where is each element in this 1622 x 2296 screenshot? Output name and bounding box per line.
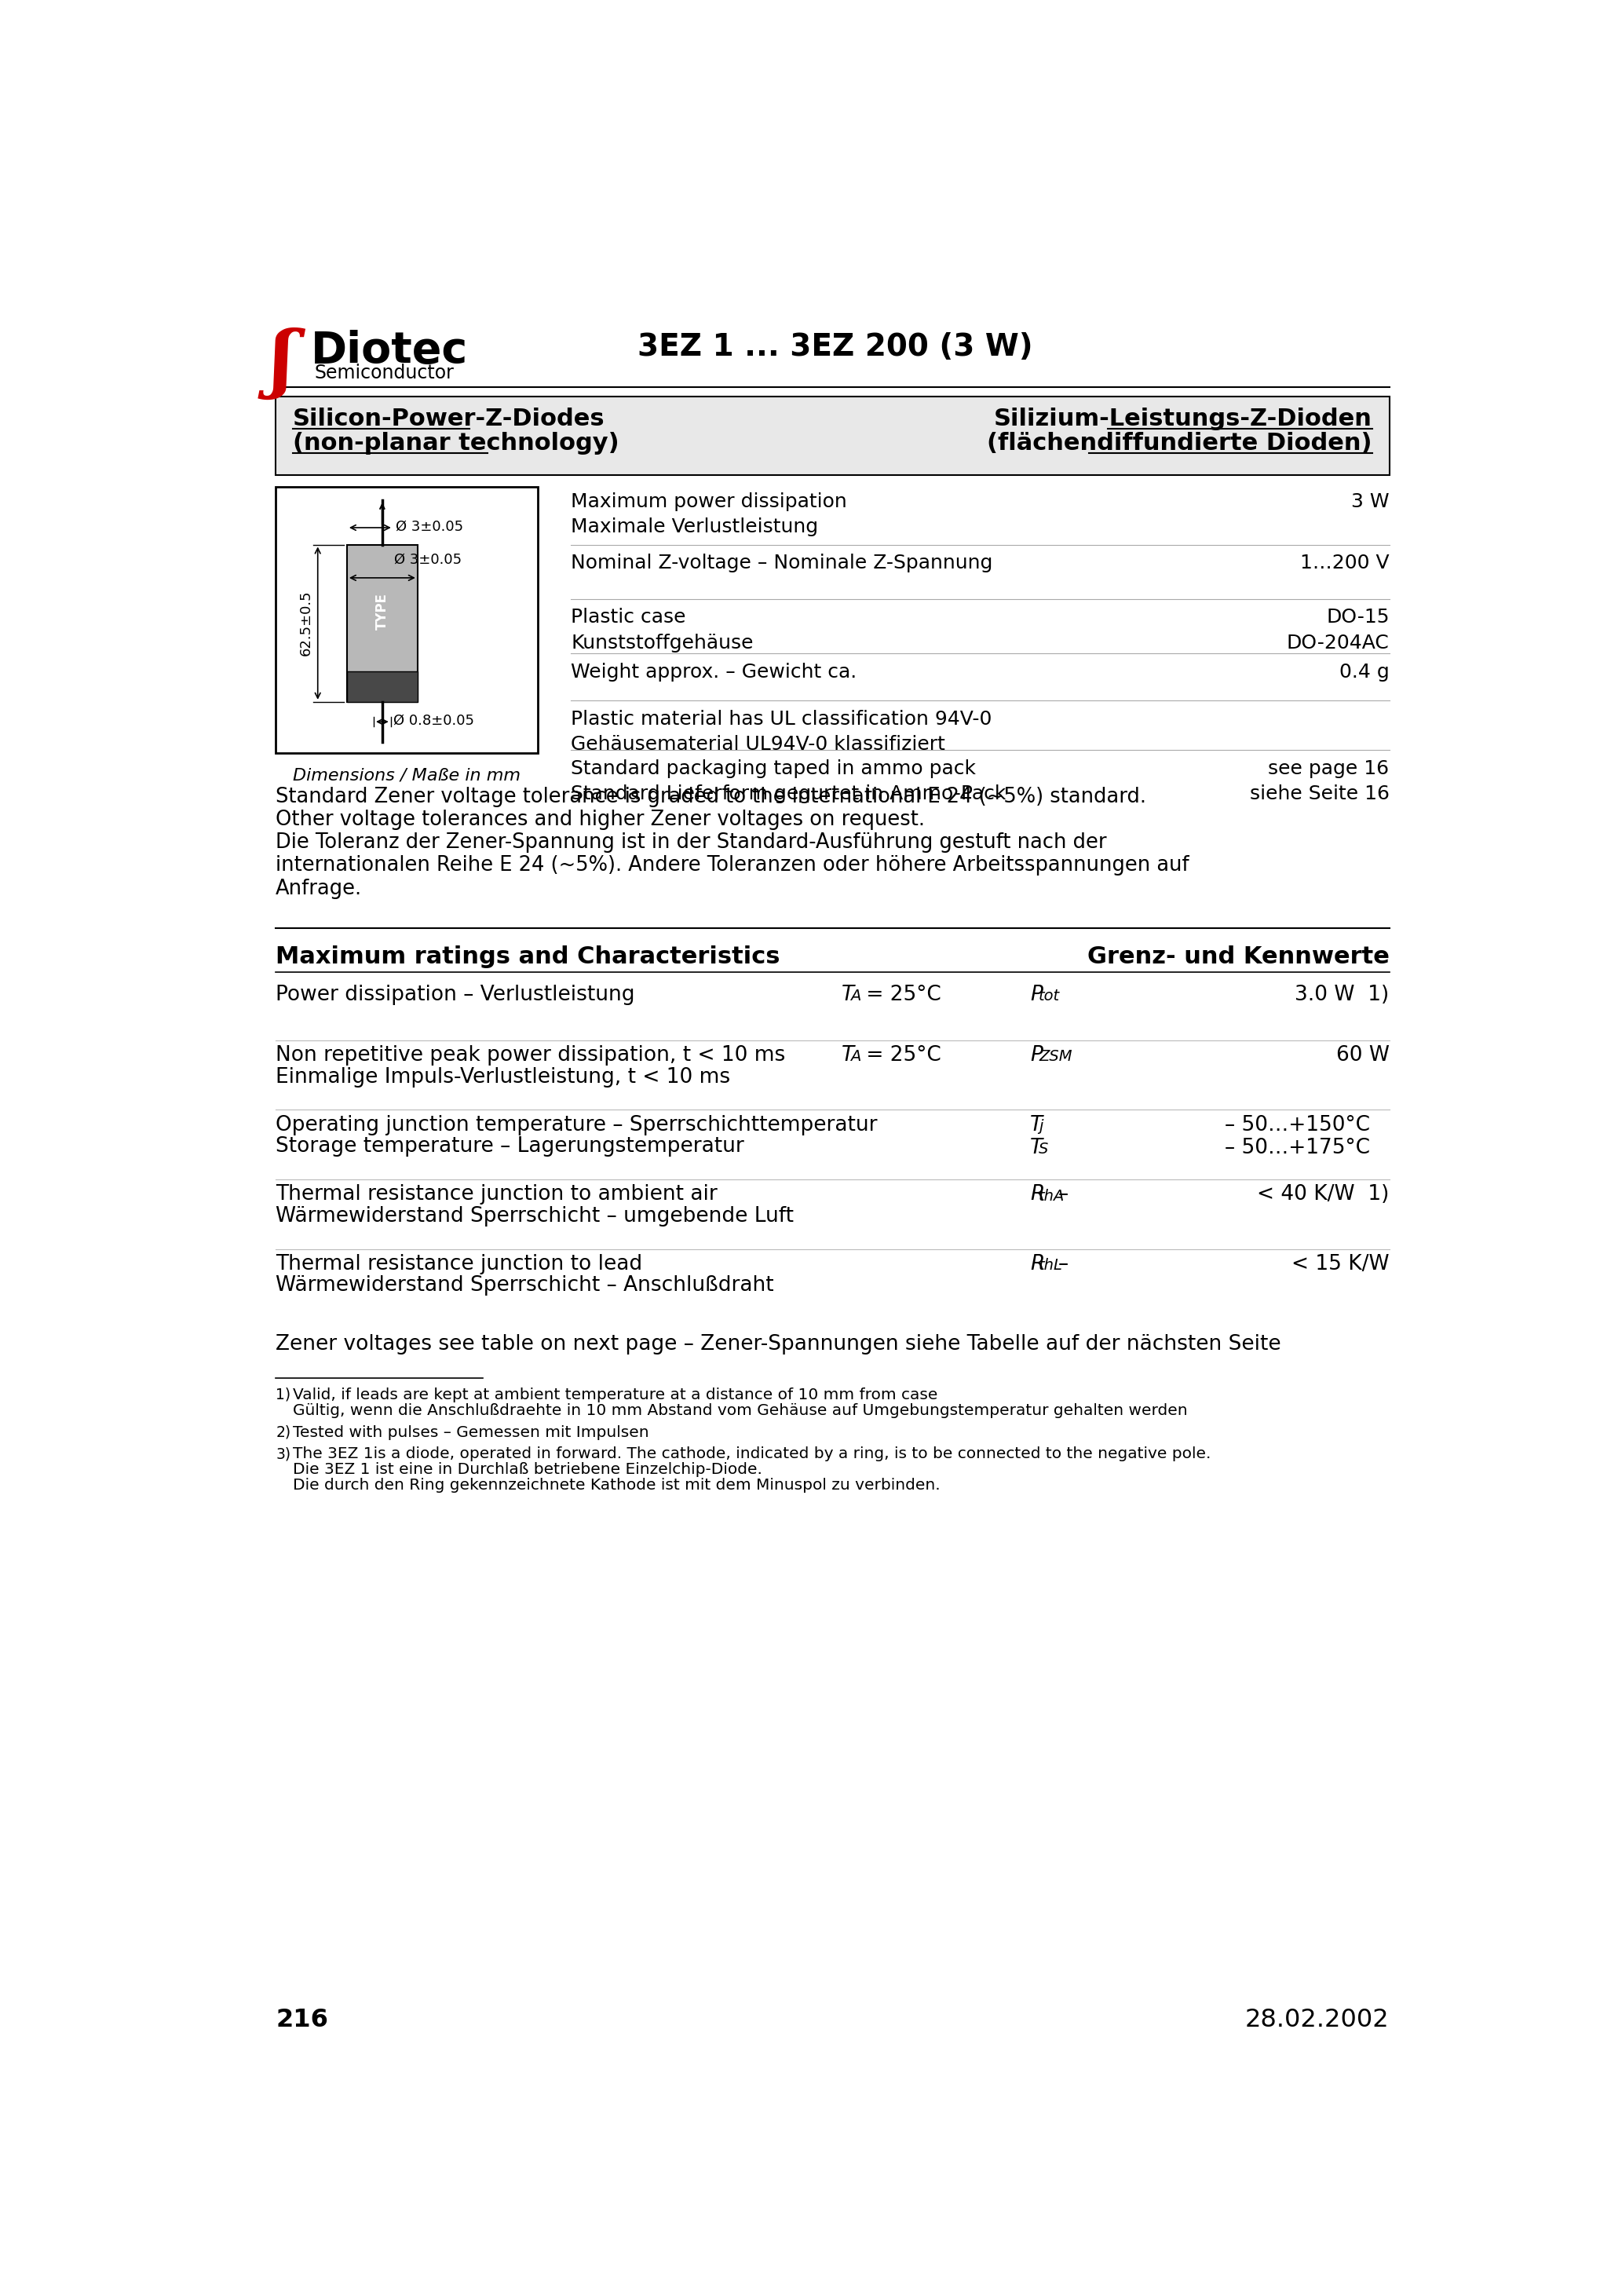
Text: Silizium-Leistungs-Z-Dioden: Silizium-Leistungs-Z-Dioden (994, 406, 1372, 429)
Text: Grenz- und Kennwerte: Grenz- und Kennwerte (1087, 946, 1388, 969)
Text: – 50…+175°C: – 50…+175°C (1225, 1139, 1371, 1157)
Text: Ø 0.8±0.05: Ø 0.8±0.05 (393, 714, 474, 728)
Text: 0.4 g: 0.4 g (1340, 664, 1388, 682)
Text: Anfrage.: Anfrage. (276, 879, 362, 898)
Text: Dimensions / Maße in mm: Dimensions / Maße in mm (292, 767, 521, 783)
Text: Semiconductor: Semiconductor (315, 363, 454, 381)
Text: 3): 3) (276, 1446, 290, 1463)
Text: Zener voltages see table on next page – Zener-Spannungen siehe Tabelle auf der n: Zener voltages see table on next page – … (276, 1334, 1281, 1355)
Text: 2): 2) (276, 1426, 290, 1440)
Text: Plastic material has UL classification 94V-0
Gehäusematerial UL94V-0 klassifizie: Plastic material has UL classification 9… (571, 709, 993, 753)
Text: Die Toleranz der Zener-Spannung ist in der Standard-Ausführung gestuft nach der: Die Toleranz der Zener-Spannung ist in d… (276, 833, 1106, 852)
Text: 28.02.2002: 28.02.2002 (1246, 2007, 1388, 2032)
Text: Die durch den Ring gekennzeichnete Kathode ist mit dem Minuspol zu verbinden.: Die durch den Ring gekennzeichnete Katho… (294, 1479, 941, 1492)
Text: 3EZ 1 ... 3EZ 200 (3 W): 3EZ 1 ... 3EZ 200 (3 W) (637, 333, 1033, 363)
Text: Einmalige Impuls-Verlustleistung, t < 10 ms: Einmalige Impuls-Verlustleistung, t < 10… (276, 1068, 730, 1088)
Text: – 50…+150°C: – 50…+150°C (1225, 1116, 1371, 1134)
Text: Standard Zener voltage tolerance is graded to the international E 24 (~5%) stand: Standard Zener voltage tolerance is grad… (276, 788, 1147, 806)
Text: = 25°C: = 25°C (860, 985, 941, 1006)
Text: Power dissipation – Verlustleistung: Power dissipation – Verlustleistung (276, 985, 634, 1006)
Text: 3 W: 3 W (1351, 491, 1388, 510)
Text: Standard packaging taped in ammo pack
Standard Lieferform gegurtet in Ammo-Pack: Standard packaging taped in ammo pack St… (571, 760, 1006, 804)
Text: P: P (1030, 1045, 1043, 1065)
Text: ZSM: ZSM (1038, 1049, 1072, 1065)
Text: thL: thL (1038, 1258, 1062, 1272)
Text: Ø 3±0.05: Ø 3±0.05 (396, 519, 464, 533)
Text: tot: tot (1038, 990, 1061, 1003)
Text: S: S (1038, 1141, 1048, 1157)
Text: 62.5±0.5: 62.5±0.5 (298, 590, 313, 657)
Text: T: T (842, 985, 855, 1006)
Text: R: R (1030, 1254, 1045, 1274)
Bar (276, 397, 1388, 475)
Text: Nominal Z-voltage – Nominale Z-Spannung: Nominal Z-voltage – Nominale Z-Spannung (571, 553, 993, 572)
Bar (276, 487, 537, 753)
Text: internationalen Reihe E 24 (~5%). Andere Toleranzen oder höhere Arbeitsspannunge: internationalen Reihe E 24 (~5%). Andere… (276, 856, 1189, 875)
Text: T: T (1030, 1139, 1043, 1157)
Text: thA: thA (1038, 1189, 1066, 1203)
Text: j: j (1038, 1118, 1043, 1134)
Text: A: A (850, 990, 861, 1003)
Text: A: A (850, 1049, 861, 1065)
Text: Plastic case
Kunststoffgehäuse: Plastic case Kunststoffgehäuse (571, 608, 753, 652)
Text: Storage temperature – Lagerungstemperatur: Storage temperature – Lagerungstemperatu… (276, 1137, 744, 1157)
Text: Tested with pulses – Gemessen mit Impulsen: Tested with pulses – Gemessen mit Impuls… (294, 1426, 649, 1440)
Text: 1…200 V: 1…200 V (1299, 553, 1388, 572)
Text: Wärmewiderstand Sperrschicht – umgebende Luft: Wärmewiderstand Sperrschicht – umgebende… (276, 1205, 793, 1226)
Text: P: P (1030, 985, 1043, 1006)
Text: –: – (1058, 1185, 1069, 1205)
Text: T: T (1030, 1116, 1043, 1134)
Text: Die 3EZ 1 ist eine in Durchlaß betriebene Einzelchip-Diode.: Die 3EZ 1 ist eine in Durchlaß betrieben… (294, 1463, 762, 1476)
Text: 60 W: 60 W (1337, 1045, 1388, 1065)
Text: 3.0 W  1): 3.0 W 1) (1294, 985, 1388, 1006)
Text: Thermal resistance junction to ambient air: Thermal resistance junction to ambient a… (276, 1185, 717, 1205)
Text: Valid, if leads are kept at ambient temperature at a distance of 10 mm from case: Valid, if leads are kept at ambient temp… (294, 1387, 938, 1403)
Text: Ø 3±0.05: Ø 3±0.05 (394, 553, 462, 567)
Bar (347, 670, 417, 703)
Text: (non-planar technology): (non-planar technology) (294, 432, 620, 455)
Text: 216: 216 (276, 2007, 328, 2032)
Text: Silicon-Power-Z-Diodes: Silicon-Power-Z-Diodes (294, 406, 605, 429)
Text: Thermal resistance junction to lead: Thermal resistance junction to lead (276, 1254, 642, 1274)
Text: < 15 K/W: < 15 K/W (1291, 1254, 1388, 1274)
Text: ʃ: ʃ (269, 326, 294, 400)
Text: The 3EZ 1is a diode, operated in forward. The cathode, indicated by a ring, is t: The 3EZ 1is a diode, operated in forward… (294, 1446, 1212, 1463)
Text: Operating junction temperature – Sperrschichttemperatur: Operating junction temperature – Sperrsc… (276, 1116, 878, 1134)
Text: see page 16
siehe Seite 16: see page 16 siehe Seite 16 (1249, 760, 1388, 804)
Text: < 40 K/W  1): < 40 K/W 1) (1257, 1185, 1388, 1205)
Text: –: – (1058, 1254, 1069, 1274)
Text: TYPE: TYPE (375, 592, 389, 629)
Text: Weight approx. – Gewicht ca.: Weight approx. – Gewicht ca. (571, 664, 856, 682)
Bar (347, 544, 417, 703)
Text: Non repetitive peak power dissipation, t < 10 ms: Non repetitive peak power dissipation, t… (276, 1045, 785, 1065)
Text: Other voltage tolerances and higher Zener voltages on request.: Other voltage tolerances and higher Zene… (276, 810, 925, 829)
Text: 1): 1) (276, 1387, 290, 1403)
Text: Maximum power dissipation
Maximale Verlustleistung: Maximum power dissipation Maximale Verlu… (571, 491, 847, 537)
Text: Wärmewiderstand Sperrschicht – Anschlußdraht: Wärmewiderstand Sperrschicht – Anschlußd… (276, 1277, 774, 1295)
Text: Diotec: Diotec (311, 331, 469, 372)
Text: DO-15
DO-204AC: DO-15 DO-204AC (1286, 608, 1388, 652)
Text: = 25°C: = 25°C (860, 1045, 941, 1065)
Text: R: R (1030, 1185, 1045, 1205)
Text: Maximum ratings and Characteristics: Maximum ratings and Characteristics (276, 946, 780, 969)
Text: T: T (842, 1045, 855, 1065)
Text: (flächendiffundierte Dioden): (flächendiffundierte Dioden) (988, 432, 1372, 455)
Text: Gültig, wenn die Anschlußdraehte in 10 mm Abstand vom Gehäuse auf Umgebungstempe: Gültig, wenn die Anschlußdraehte in 10 m… (294, 1403, 1187, 1419)
